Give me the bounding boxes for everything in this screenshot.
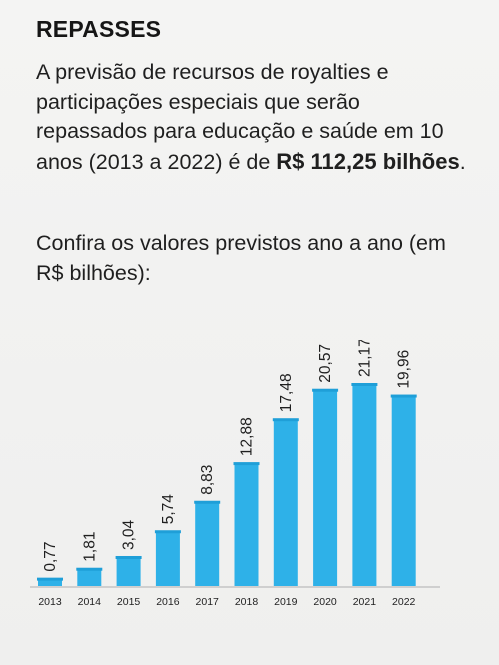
- value-label: 17,48: [278, 373, 295, 412]
- bar-2020: [313, 389, 338, 586]
- intro-end: .: [459, 149, 466, 174]
- value-label: 20,57: [317, 344, 334, 383]
- year-label: 2014: [78, 596, 102, 608]
- bar-2014: [77, 568, 102, 586]
- year-label: 2013: [38, 596, 62, 608]
- value-label: 0,77: [42, 541, 59, 571]
- bar-top-edge: [76, 567, 103, 571]
- year-label: 2018: [235, 596, 259, 608]
- bar-top-edge: [194, 500, 221, 504]
- value-label: 21,17: [356, 340, 373, 377]
- bar-2013: [38, 578, 62, 586]
- bar-2015: [116, 556, 141, 586]
- chart-intro-text: Confira os valores previstos ano a ano (…: [36, 231, 446, 285]
- value-label: 8,83: [199, 465, 216, 495]
- value-label: 12,88: [239, 417, 256, 456]
- bar-top-edge: [390, 394, 417, 398]
- value-label: 1,81: [81, 532, 98, 562]
- intro-text: A previsão de recursos de royalties e pa…: [36, 60, 444, 174]
- bar-top-edge: [351, 383, 378, 386]
- bar-top-edge: [154, 530, 181, 534]
- bar-top-edge: [37, 577, 63, 581]
- bar-2018: [234, 463, 259, 586]
- year-label: 2015: [117, 596, 141, 608]
- bar-2021: [352, 384, 377, 586]
- year-label: 2021: [353, 596, 377, 608]
- bar-2022: [391, 395, 416, 586]
- bar-chart: 0,77 2013 1,81 2014 3,04 2015 5,74 2016 8,83 2017…: [30, 340, 440, 608]
- value-label: 3,04: [121, 519, 138, 550]
- year-label: 2019: [274, 596, 298, 608]
- bar-2019: [273, 419, 298, 586]
- bar-2017: [195, 501, 220, 586]
- page-title: REPASSES: [36, 16, 162, 42]
- intro-paragraph: A previsão de recursos de royalties e pa…: [36, 58, 476, 177]
- year-label: 2020: [313, 596, 337, 608]
- year-label: 2017: [196, 596, 220, 608]
- value-label: 5,74: [160, 494, 177, 525]
- bar-top-edge: [115, 555, 142, 559]
- year-label: 2022: [392, 596, 416, 608]
- bar-top-edge: [272, 418, 299, 422]
- bar-top-edge: [312, 388, 339, 392]
- total-amount: R$ 112,25 bilhões: [276, 148, 460, 174]
- year-label: 2016: [156, 596, 180, 608]
- bar-top-edge: [233, 462, 260, 466]
- value-label: 19,96: [396, 350, 413, 389]
- bar-2016: [155, 531, 180, 586]
